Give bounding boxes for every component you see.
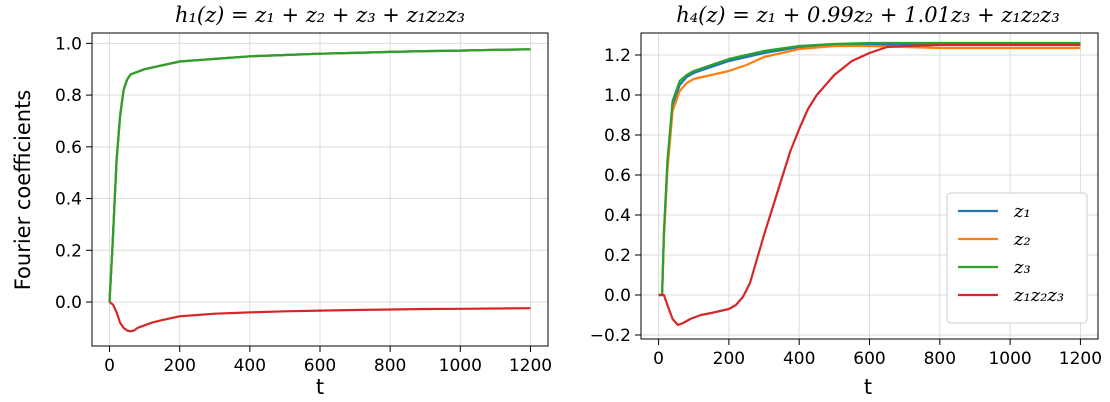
series-line-3 — [658, 41, 1081, 297]
right-chart: 0 200 400 600 800 1000 1200 −0.2 0.0 0.2 0.4 0.6 0.8… — [590, 3, 1102, 399]
y-tick-label: 1.0 — [55, 34, 82, 54]
y-tick-label: 0.2 — [55, 241, 82, 261]
x-tick-label: 0 — [104, 356, 115, 376]
left-y-axis-label: Fourier coefficients — [11, 90, 35, 291]
left-chart: 0 200 400 600 800 1000 12000.00.20.40.60.81.0 … — [11, 3, 552, 399]
y-tick-label: 1.0 — [604, 86, 631, 106]
x-tick-label: 1000 — [439, 356, 482, 376]
x-tick-label: 600 — [853, 349, 885, 369]
y-tick-label: 0.4 — [55, 190, 82, 210]
y-tick-label: 0.6 — [55, 138, 82, 158]
y-tick-label: 0.8 — [55, 86, 82, 106]
right-chart-title: h₄(z) = z₁ + 0.99z₂ + 1.01z₃ + z₁z₂z₃ — [676, 3, 1060, 27]
x-tick-label: 800 — [924, 349, 956, 369]
x-tick-label: 0 — [653, 349, 664, 369]
x-tick-label: 800 — [374, 356, 406, 376]
series-line-3 — [108, 48, 531, 303]
y-tick-label: 0.8 — [604, 126, 631, 146]
x-tick-label: 1200 — [1059, 349, 1102, 369]
x-tick-label: 200 — [713, 349, 745, 369]
x-tick-label: 400 — [234, 356, 266, 376]
y-tick-label: 0.2 — [604, 246, 631, 266]
legend-label: z₁ — [1013, 201, 1031, 222]
legend-label: z₁z₂z₃ — [1013, 285, 1064, 306]
y-tick-label: −0.2 — [590, 326, 631, 346]
x-tick-label: 200 — [163, 356, 195, 376]
y-tick-label: 0.0 — [604, 286, 631, 306]
y-tick-label: 1.2 — [604, 46, 631, 66]
legend-label: z₃ — [1013, 257, 1031, 278]
x-tick-label: 600 — [304, 356, 336, 376]
x-tick-label: 1000 — [988, 349, 1031, 369]
y-tick-label: 0.0 — [55, 293, 82, 313]
right-x-axis-label: t — [864, 375, 872, 399]
x-tick-label: 400 — [783, 349, 815, 369]
series-line-4 — [108, 301, 531, 333]
series-line-4 — [658, 43, 1081, 327]
left-chart-title: h₁(z) = z₁ + z₂ + z₃ + z₁z₂z₃ — [175, 3, 465, 27]
y-tick-label: 0.6 — [604, 166, 631, 186]
legend-frame — [946, 192, 1088, 324]
x-tick-label: 1200 — [509, 356, 552, 376]
y-tick-label: 0.4 — [604, 206, 631, 226]
left-x-axis-label: t — [316, 375, 324, 399]
legend-label: z₂ — [1013, 229, 1031, 250]
